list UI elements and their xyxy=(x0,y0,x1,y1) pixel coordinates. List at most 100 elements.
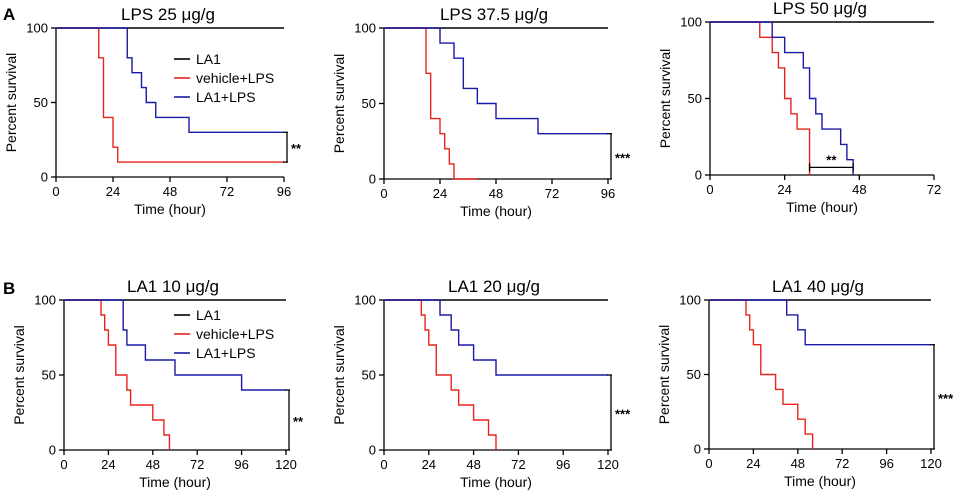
x-tick-label: 24 xyxy=(746,456,760,471)
x-tick-label: 120 xyxy=(275,457,297,472)
x-tick-label: 72 xyxy=(190,457,204,472)
y-tick-label: 0 xyxy=(41,170,48,185)
x-tick-label: 96 xyxy=(601,186,615,201)
chart-5: LA1 20 μg/g 0 50 100 0 24 48 72 96 120 Time (hour)… xyxy=(331,277,631,490)
x-tick-label: 72 xyxy=(511,457,525,472)
x-tick-label: 24 xyxy=(422,457,436,472)
x-tick-label: 0 xyxy=(60,457,67,472)
panel-label-b: B xyxy=(3,279,15,298)
series-line-vehicle-lps xyxy=(384,299,497,450)
series-line-vehicle-lps xyxy=(709,299,814,449)
x-tick-label: 72 xyxy=(927,182,941,197)
series-line-vehicle-lps xyxy=(64,299,171,450)
y-tick-label: 100 xyxy=(679,293,701,308)
x-tick-label: 48 xyxy=(146,457,160,472)
x-tick-label: 0 xyxy=(52,184,59,199)
y-axis-label: Percent survival xyxy=(3,53,19,153)
series-line-vehicle-lps xyxy=(384,27,478,180)
chart-title: LA1 40 μg/g xyxy=(772,277,864,296)
x-axis-label: Time (hour) xyxy=(139,474,211,490)
chart-title: LA1 20 μg/g xyxy=(448,277,540,296)
x-tick-label: 72 xyxy=(835,456,849,471)
significance-label: ** xyxy=(293,414,304,429)
significance-label: ** xyxy=(291,141,302,156)
y-tick-label: 50 xyxy=(42,368,56,383)
y-tick-label: 100 xyxy=(26,21,48,36)
chart-4: LA1 10 μg/g 0 50 100 0 24 48 72 96 120 Time (hour)… xyxy=(11,277,304,490)
x-tick-label: 72 xyxy=(545,186,559,201)
y-tick-label: 0 xyxy=(694,442,701,457)
y-tick-label: 100 xyxy=(680,15,702,30)
chart-1: LPS 25 μg/g 0 50 100 0 24 48 72 96 Time (hour) Per… xyxy=(3,5,302,217)
x-tick-label: 48 xyxy=(791,456,805,471)
y-tick-label: 100 xyxy=(354,293,376,308)
legend-entry: LA1+LPS xyxy=(196,345,256,361)
y-tick-label: 0 xyxy=(695,168,702,183)
charts-group: LPS 25 μg/g 0 50 100 0 24 48 72 96 Time (hour) Per… xyxy=(3,0,954,490)
chart-2: LPS 37.5 μg/g 0 50 100 0 24 48 72 96 Time (hour) P… xyxy=(331,5,631,219)
x-tick-label: 24 xyxy=(101,457,115,472)
y-axis-label: Percent survival xyxy=(11,325,27,425)
x-axis-label: Time (hour) xyxy=(460,474,532,490)
chart-title: LPS 25 μg/g xyxy=(121,5,215,24)
y-tick-label: 0 xyxy=(369,443,376,458)
series-line-la1-lps xyxy=(384,27,608,135)
y-tick-label: 100 xyxy=(354,21,376,36)
x-tick-label: 24 xyxy=(777,182,791,197)
y-tick-label: 50 xyxy=(362,96,376,111)
x-tick-label: 48 xyxy=(489,186,503,201)
series-line-la1-lps xyxy=(64,299,286,391)
y-tick-label: 50 xyxy=(362,368,376,383)
y-axis-label: Percent survival xyxy=(657,49,673,149)
significance-label: ** xyxy=(826,152,837,167)
series-line-la1-lps xyxy=(56,27,284,133)
x-tick-label: 0 xyxy=(706,182,713,197)
significance-label: *** xyxy=(615,150,631,165)
x-tick-label: 48 xyxy=(163,184,177,199)
y-tick-label: 50 xyxy=(688,91,702,106)
x-tick-label: 72 xyxy=(220,184,234,199)
x-axis-label: Time (hour) xyxy=(784,473,856,489)
legend-entry: LA1 xyxy=(196,307,221,323)
y-axis-label: Percent survival xyxy=(331,325,347,425)
chart-3: LPS 50 μg/g 0 50 100 0 24 48 72 Time (hour) Perce… xyxy=(657,0,941,215)
series-line-vehicle-lps xyxy=(710,21,811,175)
x-axis-label: Time (hour) xyxy=(460,203,532,219)
y-tick-label: 0 xyxy=(369,172,376,187)
x-tick-label: 48 xyxy=(466,457,480,472)
y-tick-label: 50 xyxy=(34,95,48,110)
x-tick-label: 0 xyxy=(380,186,387,201)
x-tick-label: 24 xyxy=(106,184,120,199)
series-line-la1-lps xyxy=(709,299,931,346)
x-tick-label: 120 xyxy=(920,456,942,471)
legend-entry: vehicle+LPS xyxy=(196,326,274,342)
legend-entry: vehicle+LPS xyxy=(196,70,274,86)
x-tick-label: 96 xyxy=(234,457,248,472)
x-tick-label: 120 xyxy=(597,457,619,472)
y-tick-label: 100 xyxy=(34,293,56,308)
x-tick-label: 96 xyxy=(879,456,893,471)
x-axis-label: Time (hour) xyxy=(786,199,858,215)
series-line-la1-lps xyxy=(384,299,608,376)
series-line-la1-lps xyxy=(710,21,854,175)
y-tick-label: 0 xyxy=(49,443,56,458)
x-tick-label: 24 xyxy=(433,186,447,201)
y-tick-label: 50 xyxy=(687,367,701,382)
significance-label: *** xyxy=(938,391,954,406)
x-tick-label: 0 xyxy=(705,456,712,471)
y-axis-label: Percent survival xyxy=(331,54,347,154)
x-tick-label: 96 xyxy=(277,184,291,199)
x-axis-label: Time (hour) xyxy=(134,201,206,217)
chart-title: LA1 10 μg/g xyxy=(127,277,219,296)
significance-label: *** xyxy=(615,407,631,422)
series-line-vehicle-lps xyxy=(56,27,284,163)
chart-title: LPS 37.5 μg/g xyxy=(440,5,548,24)
x-tick-label: 0 xyxy=(380,457,387,472)
legend-entry: LA1 xyxy=(196,51,221,67)
y-axis-label: Percent survival xyxy=(656,325,672,425)
x-tick-label: 48 xyxy=(852,182,866,197)
chart-6: LA1 40 μg/g 0 50 100 0 24 48 72 96 120 Time (hour)… xyxy=(656,277,954,489)
legend-entry: LA1+LPS xyxy=(196,89,256,105)
panel-label-a: A xyxy=(3,5,15,24)
